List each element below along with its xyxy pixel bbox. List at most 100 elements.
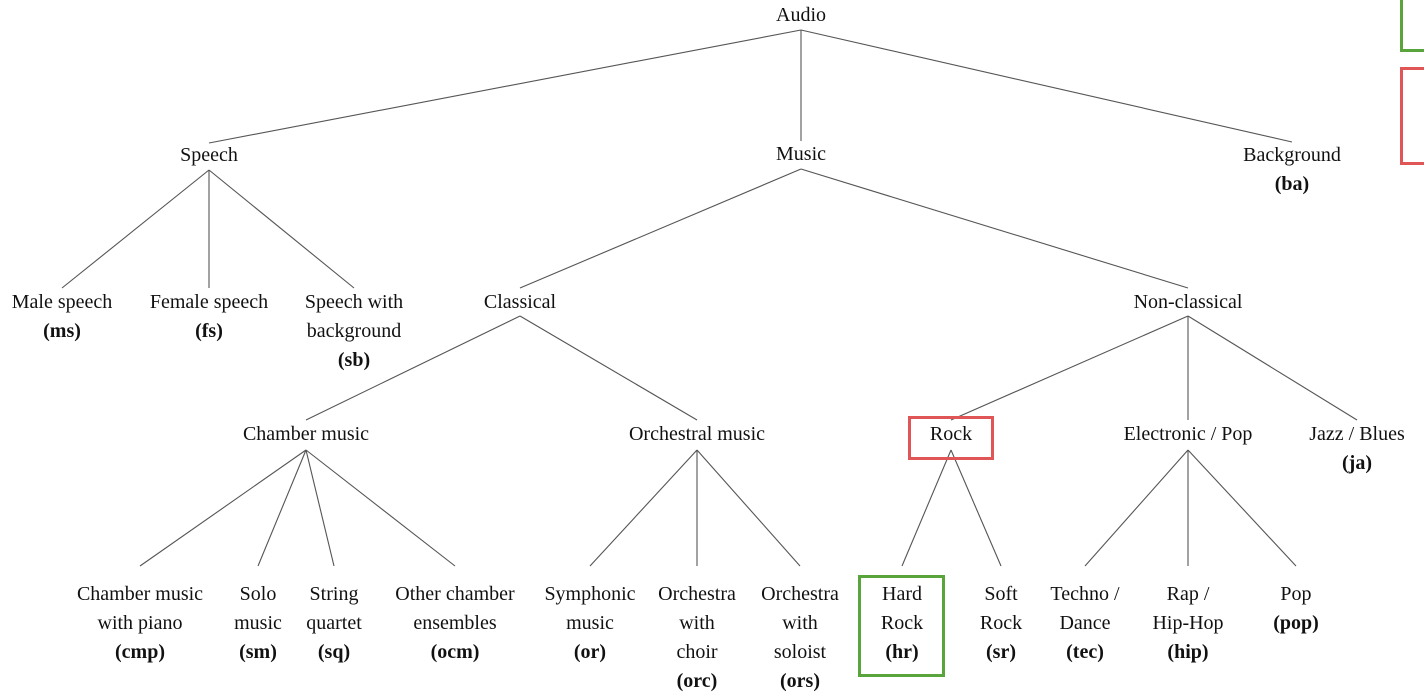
node-title-line: Solo (239, 583, 277, 605)
node-title-line: Rock (880, 612, 924, 634)
node-code: (or) (573, 641, 607, 663)
node-speech-with-background: Speech with background (sb) (305, 288, 403, 375)
node-title-line: Classical (483, 291, 557, 313)
node-title-line: background (306, 320, 402, 342)
highlight-box-rock (908, 416, 994, 460)
node-music: Music (776, 140, 826, 169)
node-title-line: Orchestra (761, 583, 839, 605)
node-code: (hip) (1167, 641, 1209, 663)
node-title-line: Speech (180, 144, 238, 166)
node-title-line: Rap / (1166, 583, 1210, 605)
node-code: (sm) (239, 641, 277, 663)
node-title-line: Music (776, 143, 826, 165)
edge-audio-speech (208, 29, 802, 144)
node-title-line: String (309, 583, 359, 605)
node-title-line: Female speech (149, 291, 269, 313)
node-title-line: Speech with (304, 291, 404, 313)
node-title-line: Jazz / Blues (1309, 423, 1405, 445)
edge-chamber_music-other_chamber (305, 449, 456, 567)
node-soft-rock: Soft Rock (sr) (980, 580, 1022, 667)
node-non-classical: Non-classical (1134, 288, 1243, 317)
node-title-line: Male speech (11, 291, 113, 313)
edge-classical-orchestral_music (519, 315, 698, 421)
node-code: (fs) (195, 320, 223, 342)
node-title-line: quartet (306, 612, 362, 634)
node-code: (ocm) (430, 641, 480, 663)
edge-speech-speech_with_background (208, 169, 355, 289)
node-rock: Rock (930, 420, 972, 449)
edge-electronic_pop-techno_dance (1084, 449, 1189, 567)
node-code: (ors) (780, 670, 820, 692)
edge-chamber_music-chamber_with_piano (139, 449, 307, 567)
node-title-line: with piano (97, 612, 183, 634)
edge-rock-hard_rock (901, 449, 952, 567)
node-title-line: Background (1243, 144, 1341, 166)
node-string-quartet: String quartet (sq) (306, 580, 362, 667)
node-title-line: Electronic / Pop (1123, 423, 1253, 445)
node-orchestra-soloist: Orchestra with soloist (ors) (761, 580, 839, 696)
node-code: (sb) (337, 349, 371, 371)
node-title-line: Audio (776, 4, 826, 26)
node-title-line: Rock (979, 612, 1023, 634)
node-code: (ms) (43, 320, 81, 342)
edge-chamber_music-string_quartet (305, 449, 335, 567)
highlight-box-hard-rock (858, 575, 945, 677)
edge-electronic_pop-pop (1187, 449, 1297, 567)
legend-green-box (1400, 0, 1424, 52)
node-speech: Speech (180, 141, 238, 170)
node-jazz-blues: Jazz / Blues (ja) (1309, 420, 1405, 478)
node-title-line: Pop (1280, 583, 1312, 605)
node-title-line: Techno / (1050, 583, 1120, 605)
node-code: (ja) (1342, 452, 1372, 474)
node-title-line: Non-classical (1133, 291, 1243, 313)
edge-non_classical-jazz_blues (1187, 315, 1358, 421)
edge-chamber_music-solo_music (257, 449, 307, 567)
node-other-chamber: Other chamber ensembles (ocm) (395, 580, 514, 667)
node-title-line: Chamber music (76, 583, 204, 605)
edge-music-non_classical (800, 168, 1189, 289)
edge-rock-soft_rock (950, 449, 1002, 567)
node-code: (orc) (676, 670, 718, 692)
node-classical: Classical (484, 288, 556, 317)
node-title-line: ensembles (413, 612, 497, 634)
edge-audio-background (800, 29, 1293, 143)
node-title-line: music (234, 612, 282, 634)
node-title-line: choir (676, 641, 718, 663)
edge-music-classical (519, 168, 802, 289)
legend-red-box (1400, 67, 1424, 165)
node-code: (pop) (1273, 612, 1319, 634)
node-background: Background (ba) (1243, 141, 1341, 199)
node-audio: Audio (776, 1, 826, 30)
node-rap-hiphop: Rap / Hip-Hop (hip) (1152, 580, 1223, 667)
edge-orchestral_music-symphonic_music (589, 449, 698, 567)
node-title-line: Orchestral music (628, 423, 766, 445)
node-title-line: Orchestra (658, 583, 736, 605)
edge-orchestral_music-orchestra_soloist (696, 449, 801, 567)
node-code: (ba) (1274, 173, 1310, 195)
node-title-line: Symphonic (544, 583, 636, 605)
node-code: (sr) (986, 641, 1016, 663)
node-title-line: Dance (1059, 612, 1111, 634)
node-title-line: music (566, 612, 614, 634)
node-code: (cmp) (115, 641, 165, 663)
node-orchestral-music: Orchestral music (629, 420, 765, 449)
node-solo-music: Solo music (sm) (234, 580, 282, 667)
node-code: (tec) (1066, 641, 1104, 663)
node-title-line: with (679, 612, 715, 634)
node-title-line: Other chamber (395, 583, 515, 605)
node-title-line: Chamber music (242, 423, 370, 445)
node-electronic-pop: Electronic / Pop (1124, 420, 1253, 449)
node-code: (sq) (317, 641, 351, 663)
node-male-speech: Male speech (ms) (12, 288, 113, 346)
node-pop: Pop (pop) (1273, 580, 1319, 638)
node-title-line: Soft (984, 583, 1018, 605)
node-orchestra-choir: Orchestra with choir (orc) (658, 580, 736, 696)
node-chamber-with-piano: Chamber music with piano (cmp) (77, 580, 203, 667)
node-chamber-music: Chamber music (243, 420, 369, 449)
edge-speech-male_speech (61, 169, 210, 289)
edge-classical-chamber_music (305, 315, 521, 421)
node-title-line: soloist (773, 641, 827, 663)
node-title-line: Hip-Hop (1152, 612, 1224, 634)
node-hard-rock: Hard Rock (hr) (881, 580, 923, 667)
